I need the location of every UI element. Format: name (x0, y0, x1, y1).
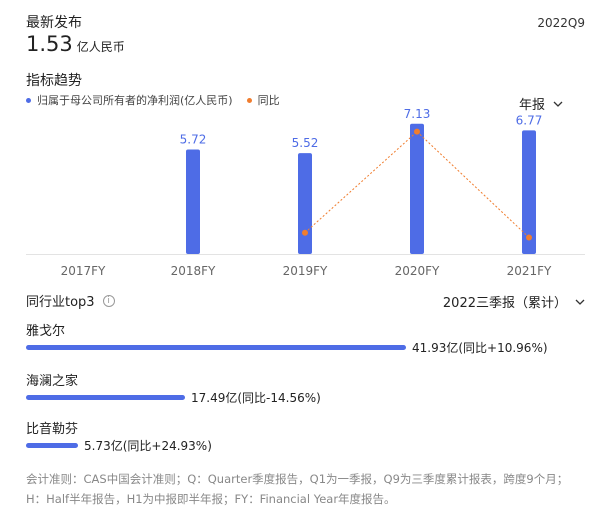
peer-top3-title: 同行业top3 i (26, 291, 115, 310)
peer-top3-title-text: 同行业top3 (26, 295, 95, 310)
footnote: 会计准则：CAS中国会计准则；Q：Quarter季度报告，Q1为一季报，Q9为三… (26, 472, 569, 506)
peer-value: 41.93亿(同比+10.96%) (412, 341, 548, 355)
legend-label-profit: 归属于母公司所有者的净利润(亿人民币) (37, 94, 233, 107)
info-icon[interactable]: i (102, 294, 115, 307)
period-selector-label: 年报 (518, 98, 545, 113)
x-tick-label-2019FY: 2019FY (283, 264, 328, 278)
latest-release-label: 最新发布 (26, 15, 82, 31)
legend-label-yoy: 同比 (257, 94, 280, 107)
x-tick-label-2021FY: 2021FY (507, 264, 552, 278)
bar-label-2020FY: 7.13 (404, 107, 431, 121)
chevron-down-icon (553, 101, 563, 107)
x-tick-label-2020FY: 2020FY (395, 264, 440, 278)
chart-legend: 归属于母公司所有者的净利润(亿人民币) 同比 (26, 92, 294, 108)
bar-group: 5.72 5.52 7.13 6.77 (180, 107, 543, 254)
latest-value-unit: 亿人民币 (76, 40, 125, 54)
peer-bar (26, 345, 406, 350)
peer-name[interactable]: 雅戈尔 (26, 324, 66, 339)
bar-2020FY[interactable] (410, 123, 424, 254)
peer-name[interactable]: 海澜之家 (26, 374, 79, 389)
latest-value-number: 1.53 (26, 32, 73, 56)
chevron-down-icon (575, 299, 585, 305)
yoy-line-segment (304, 131, 418, 234)
bar-2019FY[interactable] (298, 153, 312, 254)
bar-2021FY[interactable] (522, 130, 536, 254)
x-tick-label-2017FY: 2017FY (61, 264, 106, 278)
bar-2018FY[interactable] (186, 149, 200, 254)
report-period: 2022Q9 (537, 16, 585, 30)
bar-label-2019FY: 5.52 (292, 136, 319, 150)
x-axis-ticks: 2017FY 2018FY 2019FY 2020FY 2021FY (26, 254, 585, 278)
peer-name[interactable]: 比音勒芬 (26, 422, 79, 437)
latest-value: 1.53 亿人民币 (26, 32, 125, 56)
bar-label-2021FY: 6.77 (516, 113, 543, 127)
peer-bar (26, 443, 78, 448)
legend-item-profit[interactable]: 归属于母公司所有者的净利润(亿人民币) (26, 92, 233, 108)
period-selector[interactable]: 年报 (519, 94, 563, 113)
peer-period-label: 2022三季报（累计） (442, 296, 567, 311)
yoy-line-segment (416, 131, 530, 238)
trend-title: 指标趋势 (26, 73, 82, 89)
peer-value: 17.49亿(同比-14.56%) (191, 391, 321, 405)
peer-period-selector[interactable]: 2022三季报（累计） (443, 292, 585, 311)
x-tick-label-2018FY: 2018FY (171, 264, 216, 278)
bar-label-2018FY: 5.72 (180, 133, 207, 147)
yoy-line-group (302, 128, 532, 241)
legend-item-yoy[interactable]: 同比 (246, 92, 280, 108)
peer-value: 5.73亿(同比+24.93%) (84, 439, 212, 453)
yoy-point-2020FY[interactable] (414, 128, 420, 135)
peer-bar (26, 395, 185, 400)
yoy-point-2019FY[interactable] (302, 229, 308, 236)
profit-chart: 5.72 5.52 7.13 6.77 2017FY 2018FY 2019FY 2020F… (26, 107, 585, 278)
legend-dot-yoy (246, 97, 252, 103)
legend-dot-profit (26, 97, 31, 103)
yoy-point-2021FY[interactable] (526, 234, 532, 241)
